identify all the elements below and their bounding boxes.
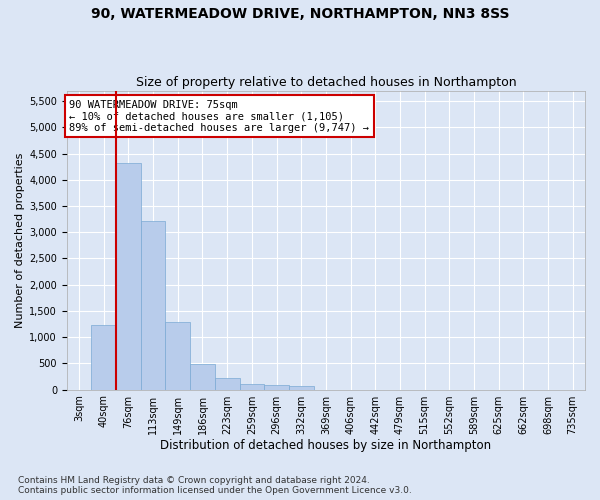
Bar <box>141 220 166 390</box>
Bar <box>91 325 116 390</box>
X-axis label: Distribution of detached houses by size in Northampton: Distribution of detached houses by size … <box>160 440 491 452</box>
Y-axis label: Number of detached properties: Number of detached properties <box>15 152 25 328</box>
Bar <box>116 163 141 390</box>
Title: Size of property relative to detached houses in Northampton: Size of property relative to detached ho… <box>136 76 516 90</box>
Bar <box>166 322 190 390</box>
Text: Contains HM Land Registry data © Crown copyright and database right 2024.
Contai: Contains HM Land Registry data © Crown c… <box>18 476 412 495</box>
Bar <box>190 364 215 390</box>
Bar <box>264 386 289 390</box>
Bar <box>289 386 314 390</box>
Bar <box>215 378 239 390</box>
Text: 90, WATERMEADOW DRIVE, NORTHAMPTON, NN3 8SS: 90, WATERMEADOW DRIVE, NORTHAMPTON, NN3 … <box>91 8 509 22</box>
Text: 90 WATERMEADOW DRIVE: 75sqm
← 10% of detached houses are smaller (1,105)
89% of : 90 WATERMEADOW DRIVE: 75sqm ← 10% of det… <box>70 100 370 133</box>
Bar <box>239 384 264 390</box>
